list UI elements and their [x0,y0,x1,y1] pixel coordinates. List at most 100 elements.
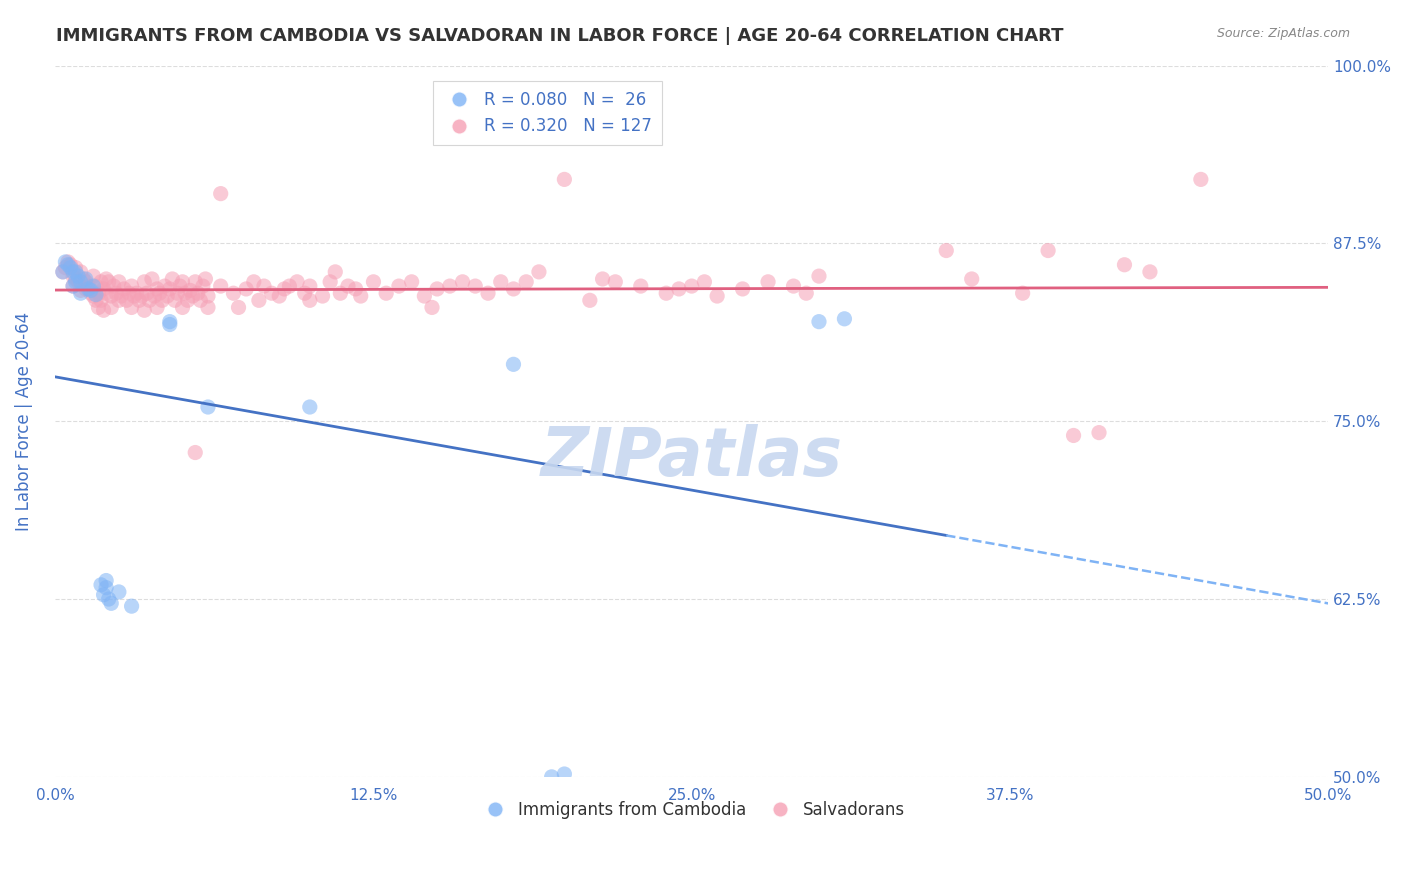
Point [807,269,830,284]
Point [413,289,436,303]
Point [134,275,156,289]
Point [100,596,122,610]
Point [80,284,103,298]
Point [146,282,169,296]
Point [209,186,232,201]
Point [553,767,575,781]
Point [630,279,652,293]
Point [731,282,754,296]
Point [118,286,141,301]
Point [172,275,194,289]
Point [311,289,333,303]
Point [159,282,181,296]
Point [1114,258,1136,272]
Point [59,258,82,272]
Point [94,574,117,588]
Point [75,275,97,289]
Point [146,301,169,315]
Point [69,265,91,279]
Point [67,275,90,289]
Point [439,279,461,293]
Point [156,289,179,303]
Point [172,301,194,315]
Point [807,315,830,329]
Point [75,272,97,286]
Point [197,301,219,315]
Point [278,279,301,293]
Point [72,272,94,286]
Point [128,293,150,308]
Point [52,265,75,279]
Point [84,293,107,308]
Point [273,282,295,296]
Point [605,275,627,289]
Point [166,286,188,301]
Point [94,272,117,286]
Point [285,275,308,289]
Point [388,279,411,293]
Point [122,289,145,303]
Point [298,400,321,414]
Point [553,172,575,186]
Legend: Immigrants from Cambodia, Salvadorans: Immigrants from Cambodia, Salvadorans [471,794,912,825]
Point [150,293,173,308]
Point [181,289,204,303]
Point [502,357,524,371]
Point [55,255,77,269]
Point [363,275,385,289]
Point [90,578,112,592]
Point [260,286,283,301]
Point [1036,244,1059,258]
Point [56,258,79,272]
Text: IMMIGRANTS FROM CAMBODIA VS SALVADORAN IN LABOR FORCE | AGE 20-64 CORRELATION CH: IMMIGRANTS FROM CAMBODIA VS SALVADORAN I… [56,27,1064,45]
Point [174,286,197,301]
Point [82,269,104,284]
Point [188,293,211,308]
Point [235,282,257,296]
Point [149,286,172,301]
Point [97,592,120,607]
Point [162,272,184,286]
Point [243,275,266,289]
Point [93,588,115,602]
Point [82,279,104,293]
Point [693,275,716,289]
Point [62,279,84,293]
Point [56,255,79,269]
Point [1088,425,1111,440]
Point [298,293,321,308]
Point [681,279,703,293]
Point [960,272,983,286]
Point [1063,428,1085,442]
Point [103,279,125,293]
Point [112,282,135,296]
Point [94,286,117,301]
Point [350,289,373,303]
Point [502,282,524,296]
Point [80,286,103,301]
Point [515,275,537,289]
Point [655,286,678,301]
Point [668,282,690,296]
Point [706,289,728,303]
Point [93,282,115,296]
Point [135,286,157,301]
Point [756,275,779,289]
Point [935,244,957,258]
Point [344,282,367,296]
Text: Source: ZipAtlas.com: Source: ZipAtlas.com [1216,27,1350,40]
Point [94,581,117,595]
Point [426,282,449,296]
Point [527,265,550,279]
Y-axis label: In Labor Force | Age 20-64: In Labor Force | Age 20-64 [15,311,32,531]
Point [323,265,346,279]
Point [121,301,143,315]
Point [77,282,100,296]
Point [540,770,562,784]
Point [87,301,110,315]
Point [782,279,804,293]
Point [163,293,186,308]
Point [159,318,181,332]
Point [93,303,115,318]
Point [69,286,91,301]
